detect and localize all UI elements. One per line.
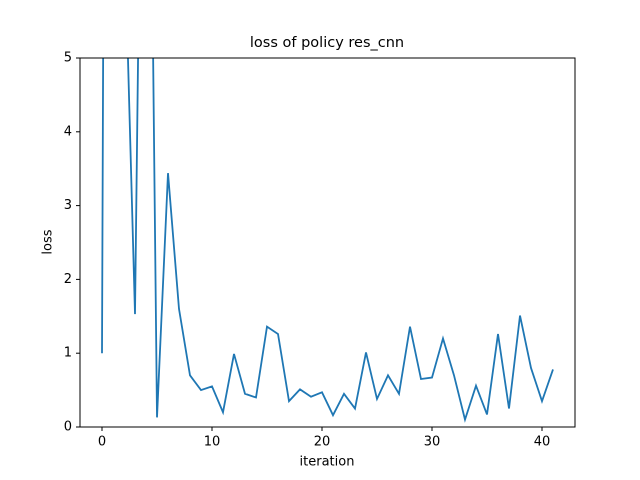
x-tick-label: 40 xyxy=(534,435,551,450)
x-tick-label: 20 xyxy=(314,435,331,450)
y-tick-label: 2 xyxy=(64,272,72,287)
y-tick-label: 4 xyxy=(64,124,72,139)
x-axis-label: iteration xyxy=(300,455,355,470)
plot-frame xyxy=(79,57,576,428)
x-tick-label: 10 xyxy=(204,435,221,450)
y-tick-label: 3 xyxy=(64,198,72,213)
y-tick-label: 0 xyxy=(64,420,72,435)
x-tick-label: 0 xyxy=(98,435,106,450)
y-axis-label: loss xyxy=(41,229,56,254)
chart-title: loss of policy res_cnn xyxy=(250,35,404,51)
x-tick-label: 30 xyxy=(424,435,441,450)
y-tick-label: 5 xyxy=(64,51,72,66)
data-line xyxy=(101,58,554,423)
y-tick-label: 1 xyxy=(64,346,72,361)
